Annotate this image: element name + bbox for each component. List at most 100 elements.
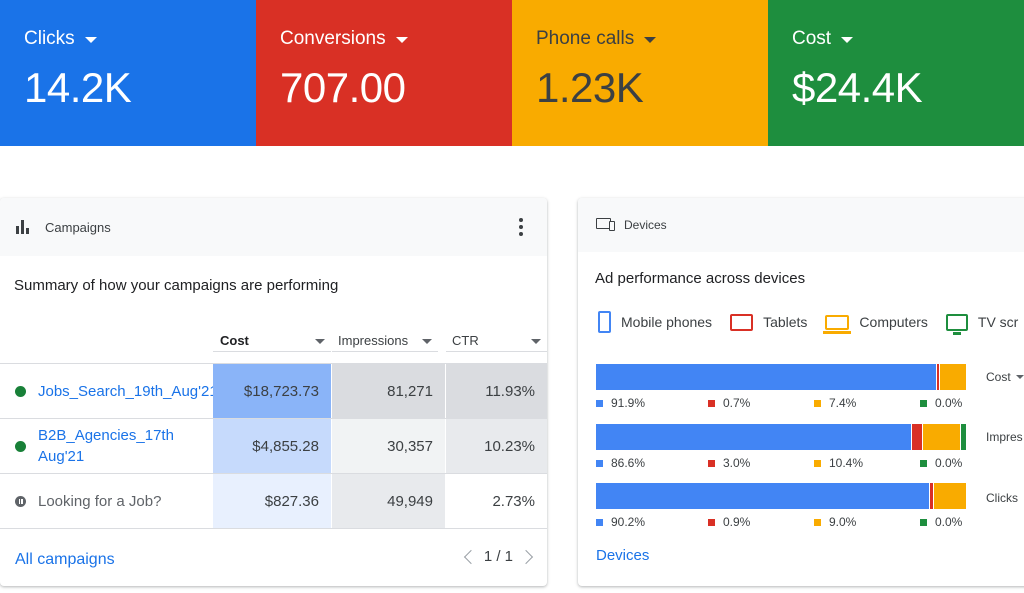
cost-cell: $4,855.28	[213, 419, 331, 473]
impressions-cell: 81,271	[332, 364, 445, 418]
kpi-label-cost[interactable]: Cost	[792, 28, 1024, 50]
share-labels-clicks: 90.2% 0.9% 9.0% 0.0%	[596, 515, 966, 529]
legend-item-tv[interactable]: TV scr	[945, 313, 1018, 335]
campaigns-card-footer: All campaigns 1 / 1	[0, 528, 547, 586]
chevron-left-icon[interactable]	[463, 549, 478, 564]
status-enabled-icon	[15, 386, 26, 397]
dropdown-caret-icon	[1015, 375, 1024, 379]
kpi-tile-clicks[interactable]: Clicks 14.2K	[0, 0, 256, 146]
kpi-label-conversions[interactable]: Conversions	[280, 28, 512, 50]
all-campaigns-link[interactable]: All campaigns	[15, 551, 115, 568]
devices-card-header: Devices	[578, 198, 1024, 252]
devices-legend: Mobile phones Tablets Computers TV scr	[598, 311, 1024, 335]
kpi-tile-phone-calls[interactable]: Phone calls 1.23K	[512, 0, 768, 146]
ctr-cell: 11.93%	[446, 364, 547, 418]
campaign-name-link[interactable]: Jobs_Search_19th_Aug'21	[0, 364, 218, 418]
share-label: 91.9%	[596, 396, 645, 410]
tablet-icon	[730, 313, 754, 331]
share-label: 7.4%	[814, 396, 856, 410]
kpi-value-conversions: 707.00	[280, 64, 406, 111]
share-label: 0.0%	[920, 456, 962, 470]
bar-segment	[938, 364, 966, 390]
legend-swatch-icon	[920, 459, 927, 467]
legend-swatch-icon	[814, 399, 821, 407]
ctr-cell: 2.73%	[446, 474, 547, 528]
bar-segment	[911, 424, 923, 450]
legend-swatch-icon	[596, 399, 603, 407]
campaign-name-link[interactable]: Looking for a Job?	[0, 474, 212, 528]
bar-segment	[936, 364, 939, 390]
share-label: 3.0%	[708, 456, 750, 470]
metric-select-cost[interactable]: Cost	[986, 370, 1024, 384]
kpi-value-clicks: 14.2K	[24, 64, 132, 111]
share-label: 9.0%	[814, 515, 856, 529]
share-label: 0.0%	[920, 515, 962, 529]
legend-swatch-icon	[596, 518, 603, 526]
tv-screen-icon	[945, 313, 968, 335]
bar-segment	[932, 483, 966, 509]
devices-icon	[596, 218, 616, 232]
pagination: 1 / 1	[462, 548, 535, 565]
kpi-label-clicks[interactable]: Clicks	[24, 28, 256, 50]
share-labels-cost: 91.9% 0.7% 7.4% 0.0%	[596, 396, 966, 410]
stacked-bar-cost	[596, 364, 966, 390]
dropdown-caret-icon	[395, 37, 408, 43]
bar-segment	[596, 364, 937, 390]
share-labels-impressions: 86.6% 3.0% 10.4% 0.0%	[596, 456, 966, 470]
bar-segment	[922, 424, 961, 450]
stacked-bar-impressions	[596, 424, 967, 450]
sort-arrow-icon	[315, 339, 325, 344]
bar-segment	[596, 424, 912, 450]
stacked-bar-clicks	[596, 483, 966, 509]
kpi-tile-cost[interactable]: Cost $24.4K	[768, 0, 1024, 146]
dropdown-caret-icon	[644, 37, 657, 43]
legend-item-mobile[interactable]: Mobile phones	[598, 311, 712, 333]
bar-chart-icon	[16, 220, 32, 234]
campaigns-card: Campaigns Summary of how your campaigns …	[0, 198, 547, 586]
status-paused-icon	[15, 496, 26, 507]
chevron-right-icon[interactable]	[518, 549, 534, 564]
devices-link[interactable]: Devices	[596, 547, 650, 564]
column-header-impressions[interactable]: Impressions	[332, 330, 438, 352]
table-row: Looking for a Job? $827.36 49,949 2.73%	[0, 473, 547, 528]
column-header-cost[interactable]: Cost	[213, 330, 331, 352]
status-enabled-icon	[15, 441, 26, 452]
legend-item-computers[interactable]: Computers	[823, 314, 928, 334]
legend-swatch-icon	[708, 459, 715, 467]
metric-select-clicks[interactable]: Clicks	[986, 491, 1018, 505]
ctr-cell: 10.23%	[446, 419, 547, 473]
share-label: 0.9%	[708, 515, 750, 529]
share-label: 10.4%	[814, 456, 863, 470]
page-indicator: 1 / 1	[483, 548, 513, 565]
more-options-icon[interactable]	[519, 218, 523, 236]
share-label: 0.7%	[708, 396, 750, 410]
table-row: B2B_Agencies_17th Aug'21 $4,855.28 30,35…	[0, 418, 547, 473]
share-label: 86.6%	[596, 456, 645, 470]
share-label: 90.2%	[596, 515, 645, 529]
metric-select-impressions[interactable]: Impres	[986, 430, 1023, 444]
campaigns-card-header: Campaigns	[0, 198, 547, 256]
kpi-tile-conversions[interactable]: Conversions 707.00	[256, 0, 512, 146]
dropdown-caret-icon	[841, 37, 854, 43]
campaign-name-link[interactable]: B2B_Agencies_17th Aug'21	[0, 419, 212, 473]
kpi-label-phone-calls[interactable]: Phone calls	[536, 28, 768, 50]
devices-card-title: Devices	[624, 218, 667, 232]
computer-icon	[823, 314, 852, 334]
impressions-cell: 49,949	[332, 474, 445, 528]
kpi-row: Clicks 14.2K Conversions 707.00 Phone ca…	[0, 0, 1024, 146]
dropdown-caret-icon	[84, 37, 97, 43]
legend-swatch-icon	[920, 518, 927, 526]
cost-cell: $827.36	[213, 474, 331, 528]
legend-swatch-icon	[814, 459, 821, 467]
campaigns-summary-heading: Summary of how your campaigns are perfor…	[14, 277, 339, 294]
sort-arrow-icon	[531, 339, 541, 344]
share-label: 0.0%	[920, 396, 962, 410]
column-header-ctr[interactable]: CTR	[446, 330, 547, 352]
legend-swatch-icon	[708, 399, 715, 407]
legend-swatch-icon	[814, 518, 821, 526]
devices-card: Devices Ad performance across devices Mo…	[578, 198, 1024, 586]
impressions-cell: 30,357	[332, 419, 445, 473]
kpi-value-cost: $24.4K	[792, 64, 923, 111]
devices-subtitle: Ad performance across devices	[595, 270, 806, 287]
legend-item-tablets[interactable]: Tablets	[730, 313, 807, 331]
